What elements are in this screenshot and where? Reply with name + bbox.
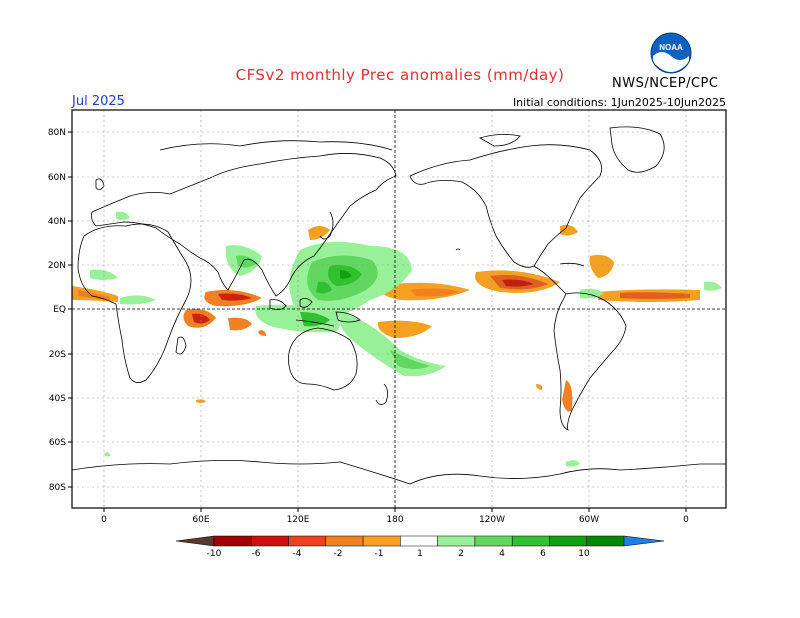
colorbar-label: -10 <box>207 549 222 559</box>
colorbar-swatch <box>549 535 587 547</box>
latitude-labels: 80N 60N 40N 20N EQ 20S 40S 60S 80S <box>48 128 66 493</box>
colorbar-swatch <box>213 535 252 547</box>
lon-label: 0 <box>683 515 689 525</box>
colorbar-swatch <box>251 535 289 547</box>
colorbar-label: 1 <box>417 549 423 559</box>
lat-label: 20N <box>48 261 66 271</box>
initial-conditions: Initial conditions: 1Jun2025-10Jun2025 <box>512 96 726 109</box>
equator-dateline <box>72 110 726 508</box>
noaa-logo-text: NOAA <box>659 43 683 52</box>
lat-label: 60N <box>48 173 66 183</box>
lat-label: 80N <box>48 128 66 138</box>
lon-label: 180 <box>386 515 403 525</box>
graticule <box>72 110 726 508</box>
lat-label: EQ <box>53 305 66 315</box>
agency-label: NWS/NCEP/CPC <box>612 76 719 91</box>
colorbar <box>175 535 665 547</box>
lon-label: 120E <box>287 515 310 525</box>
lon-label: 0 <box>101 515 107 525</box>
lat-label: 40S <box>49 394 66 404</box>
colorbar-swatch <box>288 535 327 547</box>
lat-label: 60S <box>49 438 66 448</box>
colorbar-swatch <box>511 535 550 547</box>
lat-label: 80S <box>49 483 66 493</box>
colorbar-label: -6 <box>252 549 261 559</box>
colorbar-label: 10 <box>578 549 590 559</box>
lat-label: 20S <box>49 350 66 360</box>
coastlines <box>72 126 726 485</box>
map-area <box>72 110 726 508</box>
map-title: CFSv2 monthly Prec anomalies (mm/day) <box>235 66 565 84</box>
colorbar-label: 2 <box>458 549 464 559</box>
lon-label: 60W <box>579 515 599 525</box>
lon-label: 120W <box>479 515 505 525</box>
colorbar-swatch <box>474 535 513 547</box>
longitude-labels: 0 60E 120E 180 120W 60W 0 <box>101 515 689 525</box>
noaa-logo-icon: NOAA <box>650 32 692 74</box>
colorbar-swatch <box>325 535 364 547</box>
colorbar-label: -1 <box>375 549 384 559</box>
colorbar-swatch <box>400 535 438 547</box>
lat-label: 40N <box>48 217 66 227</box>
colorbar-label: 4 <box>499 549 505 559</box>
colorbar-label: -4 <box>293 549 302 559</box>
forecast-month: Jul 2025 <box>72 94 125 109</box>
colorbar-label: -2 <box>334 549 343 559</box>
colorbar-swatch <box>437 535 476 547</box>
anomaly-shading <box>72 211 722 467</box>
colorbar-swatch <box>586 535 625 547</box>
colorbar-labels: -10 -6 -4 -2 -1 1 2 4 6 10 <box>207 549 590 559</box>
colorbar-arrow-left <box>175 535 215 547</box>
colorbar-swatch <box>362 535 401 547</box>
colorbar-label: 6 <box>540 549 546 559</box>
lon-label: 60E <box>192 515 209 525</box>
colorbar-arrow-right <box>623 535 665 547</box>
